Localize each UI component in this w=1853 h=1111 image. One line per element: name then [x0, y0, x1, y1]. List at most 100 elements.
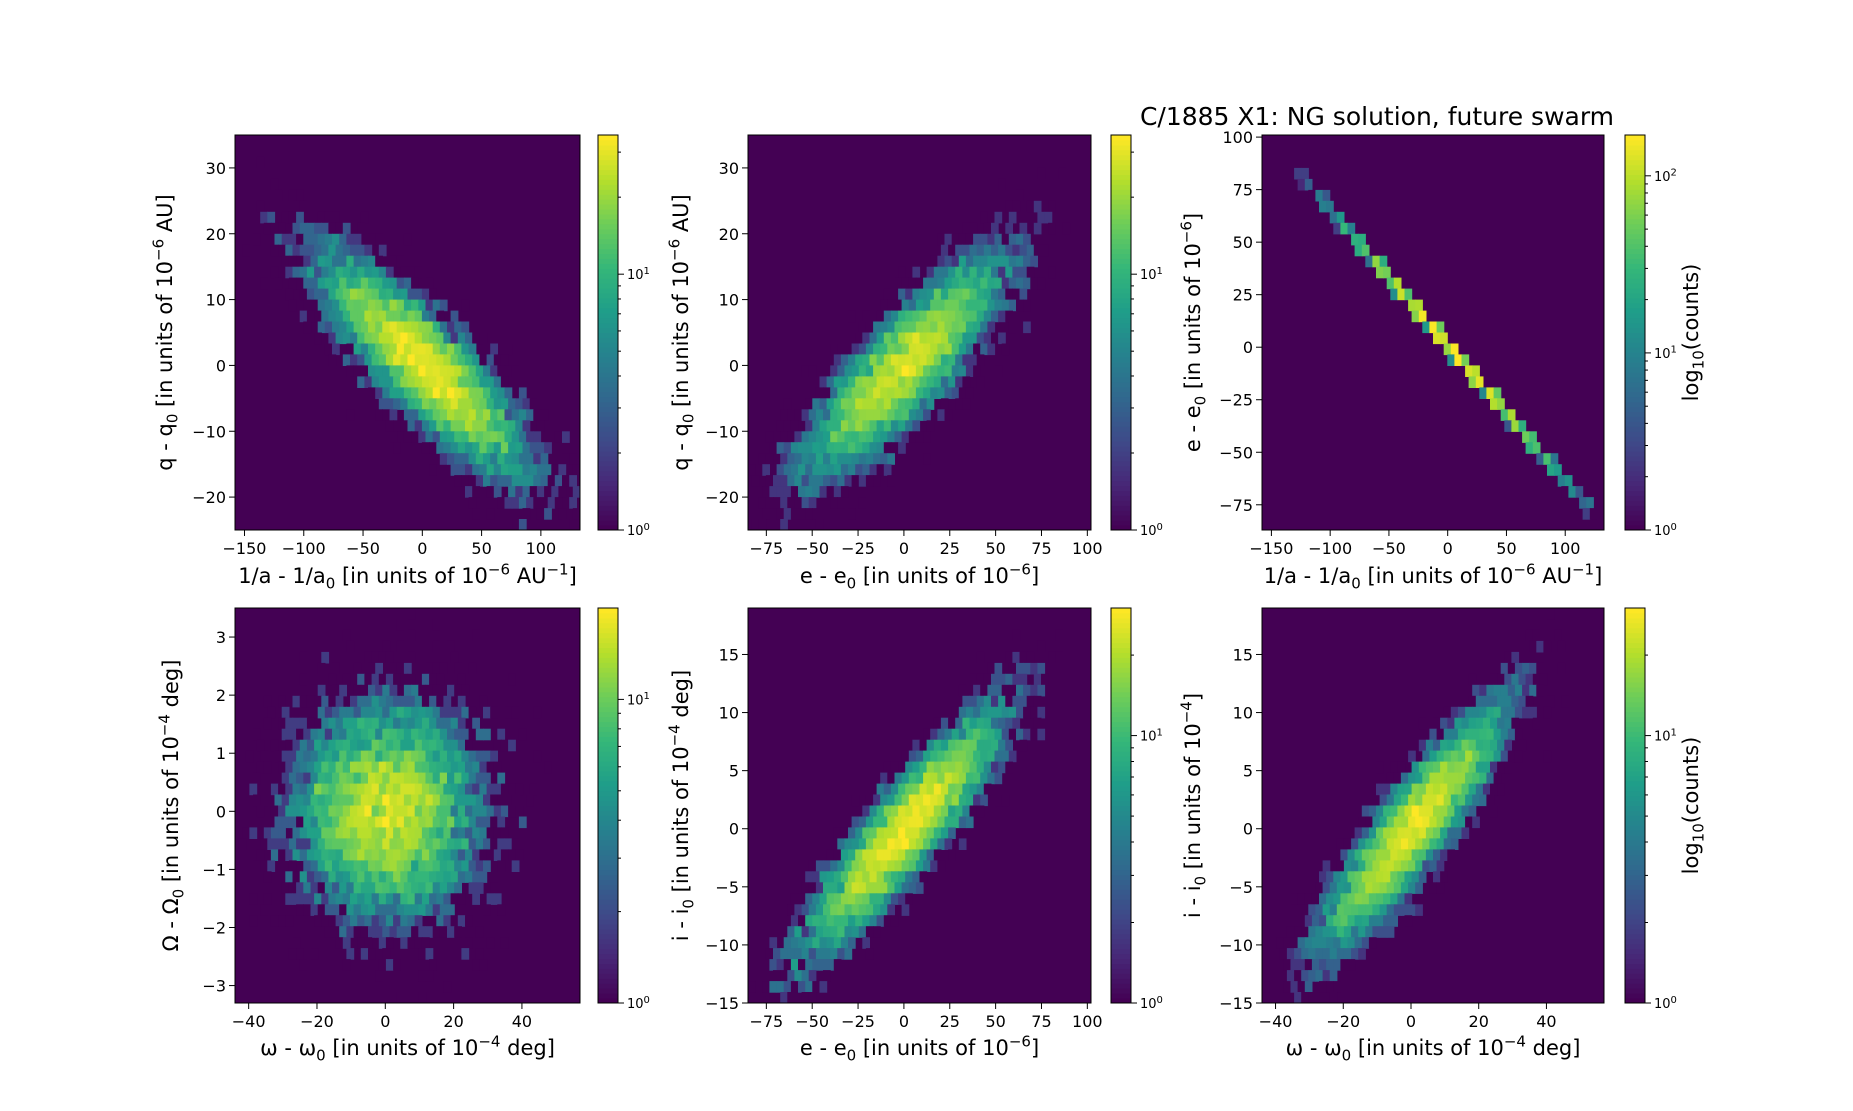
hexbin-cell [858, 387, 867, 399]
hexbin-cell [353, 816, 362, 829]
hexbin-cell [855, 420, 863, 432]
hexbin-cell [400, 673, 409, 686]
colorbar-tick-label: 101​ [627, 266, 650, 283]
hexbin-cell [429, 827, 437, 839]
hexbin-cell [288, 772, 297, 785]
hexbin-cell [1547, 464, 1555, 476]
hexbin-cell [414, 783, 423, 796]
hexbin-cell [1486, 387, 1495, 399]
hexbin-cell [335, 827, 344, 839]
hexbin-cell [396, 706, 405, 719]
hexbin-cell [894, 860, 903, 872]
hexbin-cell [450, 893, 459, 905]
hexbin-cell [908, 343, 917, 356]
colorbar-swatch [598, 465, 618, 472]
hexbin-cell [780, 992, 788, 1003]
hexbin-cell [830, 409, 838, 421]
hexbin-cell [450, 354, 459, 366]
hexbin-cell [837, 431, 845, 443]
hexbin-cell [1440, 783, 1448, 796]
hexbin-cell [915, 343, 924, 356]
hexbin-cell [1319, 893, 1327, 905]
hexbin-cell [915, 409, 924, 421]
colorbar-swatch [598, 741, 618, 747]
hexbin-cell [357, 244, 365, 257]
colorbar-swatch [1625, 835, 1645, 841]
hexbin-cell [1450, 772, 1459, 785]
colorbar-swatch [598, 293, 618, 299]
colorbar-swatch [1111, 746, 1131, 752]
hexbin-cell [851, 453, 860, 465]
hexbin-cell [385, 893, 394, 905]
hexbin-cell [869, 354, 878, 366]
hexbin-cell [299, 849, 308, 861]
hexbin-cell [432, 619, 441, 631]
hexbin-cell [955, 266, 963, 279]
colorbar-swatch [598, 815, 618, 821]
hexbin-cell [1376, 871, 1384, 883]
hexbin-cell [833, 827, 842, 839]
colorbar-swatch [598, 238, 618, 245]
colorbar-swatch [598, 154, 618, 161]
hexbin-cell [529, 464, 538, 476]
hexbin-cell [475, 882, 484, 894]
hexbin-cell [486, 420, 495, 432]
hexbin-cell [865, 882, 874, 894]
hexbin-cell [418, 343, 427, 356]
hexbin-cell [418, 750, 427, 763]
x-tick-label: 0 [417, 539, 427, 558]
hexbin-cell [572, 486, 580, 498]
colorbar-swatch [1625, 416, 1645, 422]
hexbin-cell [472, 717, 480, 730]
hexbin-cell [1336, 882, 1345, 894]
hexbin-cell [1522, 684, 1530, 697]
hexbin-cell [876, 442, 885, 454]
hexbin-cell [798, 893, 806, 905]
hexbin-cell [1514, 750, 1523, 763]
hexbin-cell [944, 750, 953, 763]
hexbin-cell [780, 409, 788, 421]
hexbin-cell [465, 332, 473, 345]
hexbin-cell [454, 343, 462, 356]
colorbar-swatch [1111, 899, 1131, 905]
hexbin-cell [1326, 959, 1334, 971]
hexbin-cell [933, 376, 942, 388]
hexbin-cell [1454, 761, 1463, 774]
hexbin-cell [475, 926, 484, 938]
hexbin-cell [285, 288, 294, 301]
hexbin-cell [403, 882, 412, 894]
hexbin-cell [808, 970, 817, 982]
hexbin-cell [926, 398, 935, 410]
colorbar-swatch [1625, 726, 1645, 732]
hexbin-cell [342, 783, 351, 796]
hexbin-cell [403, 662, 412, 675]
hexbin-cell [421, 420, 430, 432]
hexbin-cell [873, 816, 881, 829]
colorbar-swatch [1111, 322, 1131, 329]
hexbin-cells [238, 608, 552, 1003]
hexbin-cell [375, 409, 383, 421]
hexbin-cell [447, 343, 455, 356]
colorbar-swatch [1111, 780, 1131, 787]
hexbin-cell [823, 860, 831, 872]
hexbin-cell [1554, 629, 1562, 642]
hexbin-cell [926, 761, 935, 774]
colorbar-swatch [1111, 741, 1131, 747]
hexbin-cell [1026, 695, 1035, 708]
hexbin-cell [335, 871, 344, 883]
hexbin-cell [371, 893, 380, 905]
hexbin-cell [515, 398, 524, 410]
hexbin-cell [439, 728, 448, 741]
hexbin-cell [407, 332, 416, 345]
hexbin-cell [1005, 222, 1013, 235]
hexbin-cell [1472, 365, 1480, 377]
hexbin-cell [515, 420, 524, 432]
colorbar-swatch [1625, 174, 1645, 180]
hexbin-cell [1490, 783, 1498, 796]
hexbin-cell [260, 750, 268, 763]
colorbar-swatch [598, 312, 618, 319]
colorbar-swatch [598, 894, 618, 900]
hexbin-cell [1297, 937, 1306, 949]
hexbin-cell [475, 453, 484, 465]
hexbin-cell [493, 398, 502, 410]
